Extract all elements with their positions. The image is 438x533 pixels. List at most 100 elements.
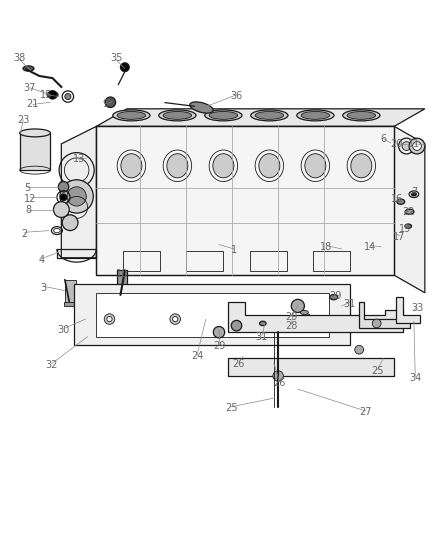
Ellipse shape	[411, 192, 417, 196]
Text: 16: 16	[391, 193, 403, 204]
Text: 17: 17	[393, 232, 406, 242]
Ellipse shape	[113, 110, 150, 121]
Circle shape	[355, 345, 364, 354]
Ellipse shape	[167, 154, 188, 178]
Circle shape	[231, 320, 242, 331]
Polygon shape	[96, 126, 394, 275]
Circle shape	[53, 201, 69, 217]
Text: 21: 21	[27, 100, 39, 109]
Text: 3: 3	[40, 282, 46, 293]
Text: 37: 37	[24, 83, 36, 93]
Circle shape	[105, 97, 116, 108]
Text: 7: 7	[411, 187, 417, 197]
Text: 32: 32	[46, 360, 58, 370]
Text: 27: 27	[360, 407, 372, 417]
Circle shape	[372, 319, 381, 328]
Text: 24: 24	[191, 351, 203, 361]
Polygon shape	[74, 284, 350, 345]
Text: 22: 22	[402, 207, 414, 217]
Circle shape	[238, 317, 244, 322]
Text: 20: 20	[390, 139, 403, 149]
Text: 26: 26	[273, 377, 286, 387]
Ellipse shape	[405, 209, 414, 214]
Ellipse shape	[297, 110, 334, 121]
Text: 12: 12	[24, 193, 36, 204]
Circle shape	[173, 317, 178, 322]
Circle shape	[60, 180, 93, 213]
Text: 30: 30	[57, 325, 70, 335]
Circle shape	[104, 314, 115, 324]
Text: 29: 29	[329, 291, 341, 301]
Circle shape	[402, 142, 411, 150]
Text: 33: 33	[411, 303, 423, 313]
Text: 15: 15	[40, 90, 52, 100]
Ellipse shape	[305, 154, 326, 178]
Circle shape	[213, 327, 225, 338]
Text: 26: 26	[233, 359, 245, 369]
Text: 25: 25	[371, 366, 384, 376]
Ellipse shape	[259, 154, 280, 178]
Ellipse shape	[23, 66, 34, 71]
Text: 14: 14	[364, 242, 376, 252]
Polygon shape	[96, 109, 425, 126]
Text: 28: 28	[285, 321, 297, 330]
Ellipse shape	[405, 224, 412, 229]
Text: 36: 36	[230, 91, 243, 101]
Circle shape	[67, 187, 86, 206]
Text: 19: 19	[399, 224, 411, 235]
Text: 29: 29	[214, 341, 226, 351]
Ellipse shape	[121, 154, 142, 178]
Circle shape	[304, 317, 309, 322]
Polygon shape	[359, 302, 410, 328]
Ellipse shape	[213, 154, 234, 178]
Circle shape	[170, 314, 180, 324]
Text: 29: 29	[285, 312, 297, 322]
Text: 5: 5	[24, 183, 30, 192]
Bar	[65, 280, 76, 304]
Text: 35: 35	[110, 53, 122, 63]
Ellipse shape	[20, 129, 50, 137]
Circle shape	[273, 371, 283, 381]
Text: 10: 10	[116, 269, 128, 279]
Text: 13: 13	[73, 154, 85, 164]
Bar	[313, 251, 350, 271]
Text: 1: 1	[231, 245, 237, 255]
Ellipse shape	[117, 111, 145, 119]
Ellipse shape	[255, 111, 284, 119]
Polygon shape	[228, 302, 403, 332]
Circle shape	[120, 63, 129, 71]
Ellipse shape	[300, 310, 308, 314]
Text: 2: 2	[21, 229, 27, 239]
Text: 31: 31	[256, 332, 268, 342]
Ellipse shape	[251, 110, 288, 121]
Ellipse shape	[47, 92, 58, 98]
Text: 11: 11	[408, 139, 420, 149]
Bar	[123, 251, 160, 271]
Ellipse shape	[330, 295, 338, 300]
Circle shape	[301, 314, 312, 324]
Ellipse shape	[347, 111, 375, 119]
Circle shape	[60, 194, 67, 201]
Ellipse shape	[163, 111, 192, 119]
Text: 4: 4	[39, 255, 45, 265]
Bar	[117, 270, 127, 296]
Ellipse shape	[259, 321, 266, 326]
Text: 6: 6	[380, 134, 386, 143]
Ellipse shape	[397, 199, 405, 204]
Circle shape	[236, 314, 246, 324]
Ellipse shape	[205, 110, 242, 121]
Text: 23: 23	[17, 115, 29, 125]
Circle shape	[62, 215, 78, 231]
Text: 31: 31	[343, 298, 356, 309]
Circle shape	[48, 91, 57, 99]
Polygon shape	[228, 359, 394, 376]
Polygon shape	[96, 293, 328, 336]
Text: 8: 8	[25, 205, 32, 215]
Polygon shape	[396, 297, 420, 324]
Bar	[250, 251, 287, 271]
Polygon shape	[394, 126, 425, 293]
Text: 18: 18	[320, 242, 332, 252]
Ellipse shape	[159, 110, 196, 121]
Ellipse shape	[190, 102, 213, 113]
Circle shape	[409, 138, 425, 154]
